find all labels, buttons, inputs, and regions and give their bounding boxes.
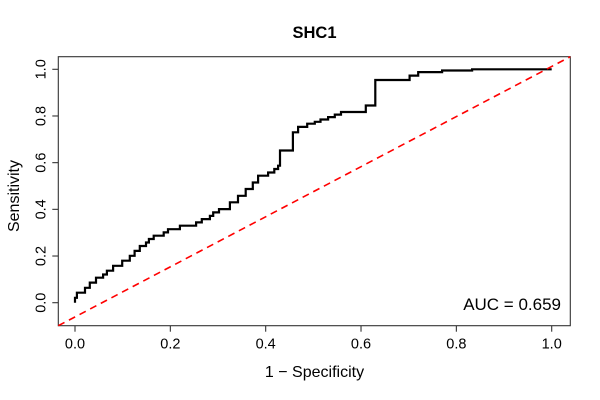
plot-box [57,56,571,327]
y-axis-tick-label: 0.4 [33,199,49,219]
y-axis-label: Sensitivity [6,159,23,233]
chance-diagonal-line [57,55,571,327]
x-axis-tick-label: 0.8 [446,337,466,353]
y-axis-tick-label: 0.8 [33,106,49,126]
x-axis-tick-label: 0.2 [160,337,180,353]
y-axis-tick-label: 0.2 [33,246,49,266]
x-axis-tick-label: 0.4 [256,337,276,353]
y-axis-tick-label: 1.0 [33,59,49,79]
chart-title: SHC1 [292,24,337,42]
x-axis-tick-label: 0.6 [351,337,371,353]
auc-annotation: AUC = 0.659 [463,295,561,314]
y-axis-tick-label: 0.0 [33,293,49,313]
y-axis-tick-label: 0.6 [33,153,49,173]
x-axis-label: 1 − Specificity [264,364,365,381]
roc-curve [73,68,552,303]
x-axis-tick-label: 1.0 [542,337,562,353]
x-axis-tick-label: 0.0 [65,337,85,353]
